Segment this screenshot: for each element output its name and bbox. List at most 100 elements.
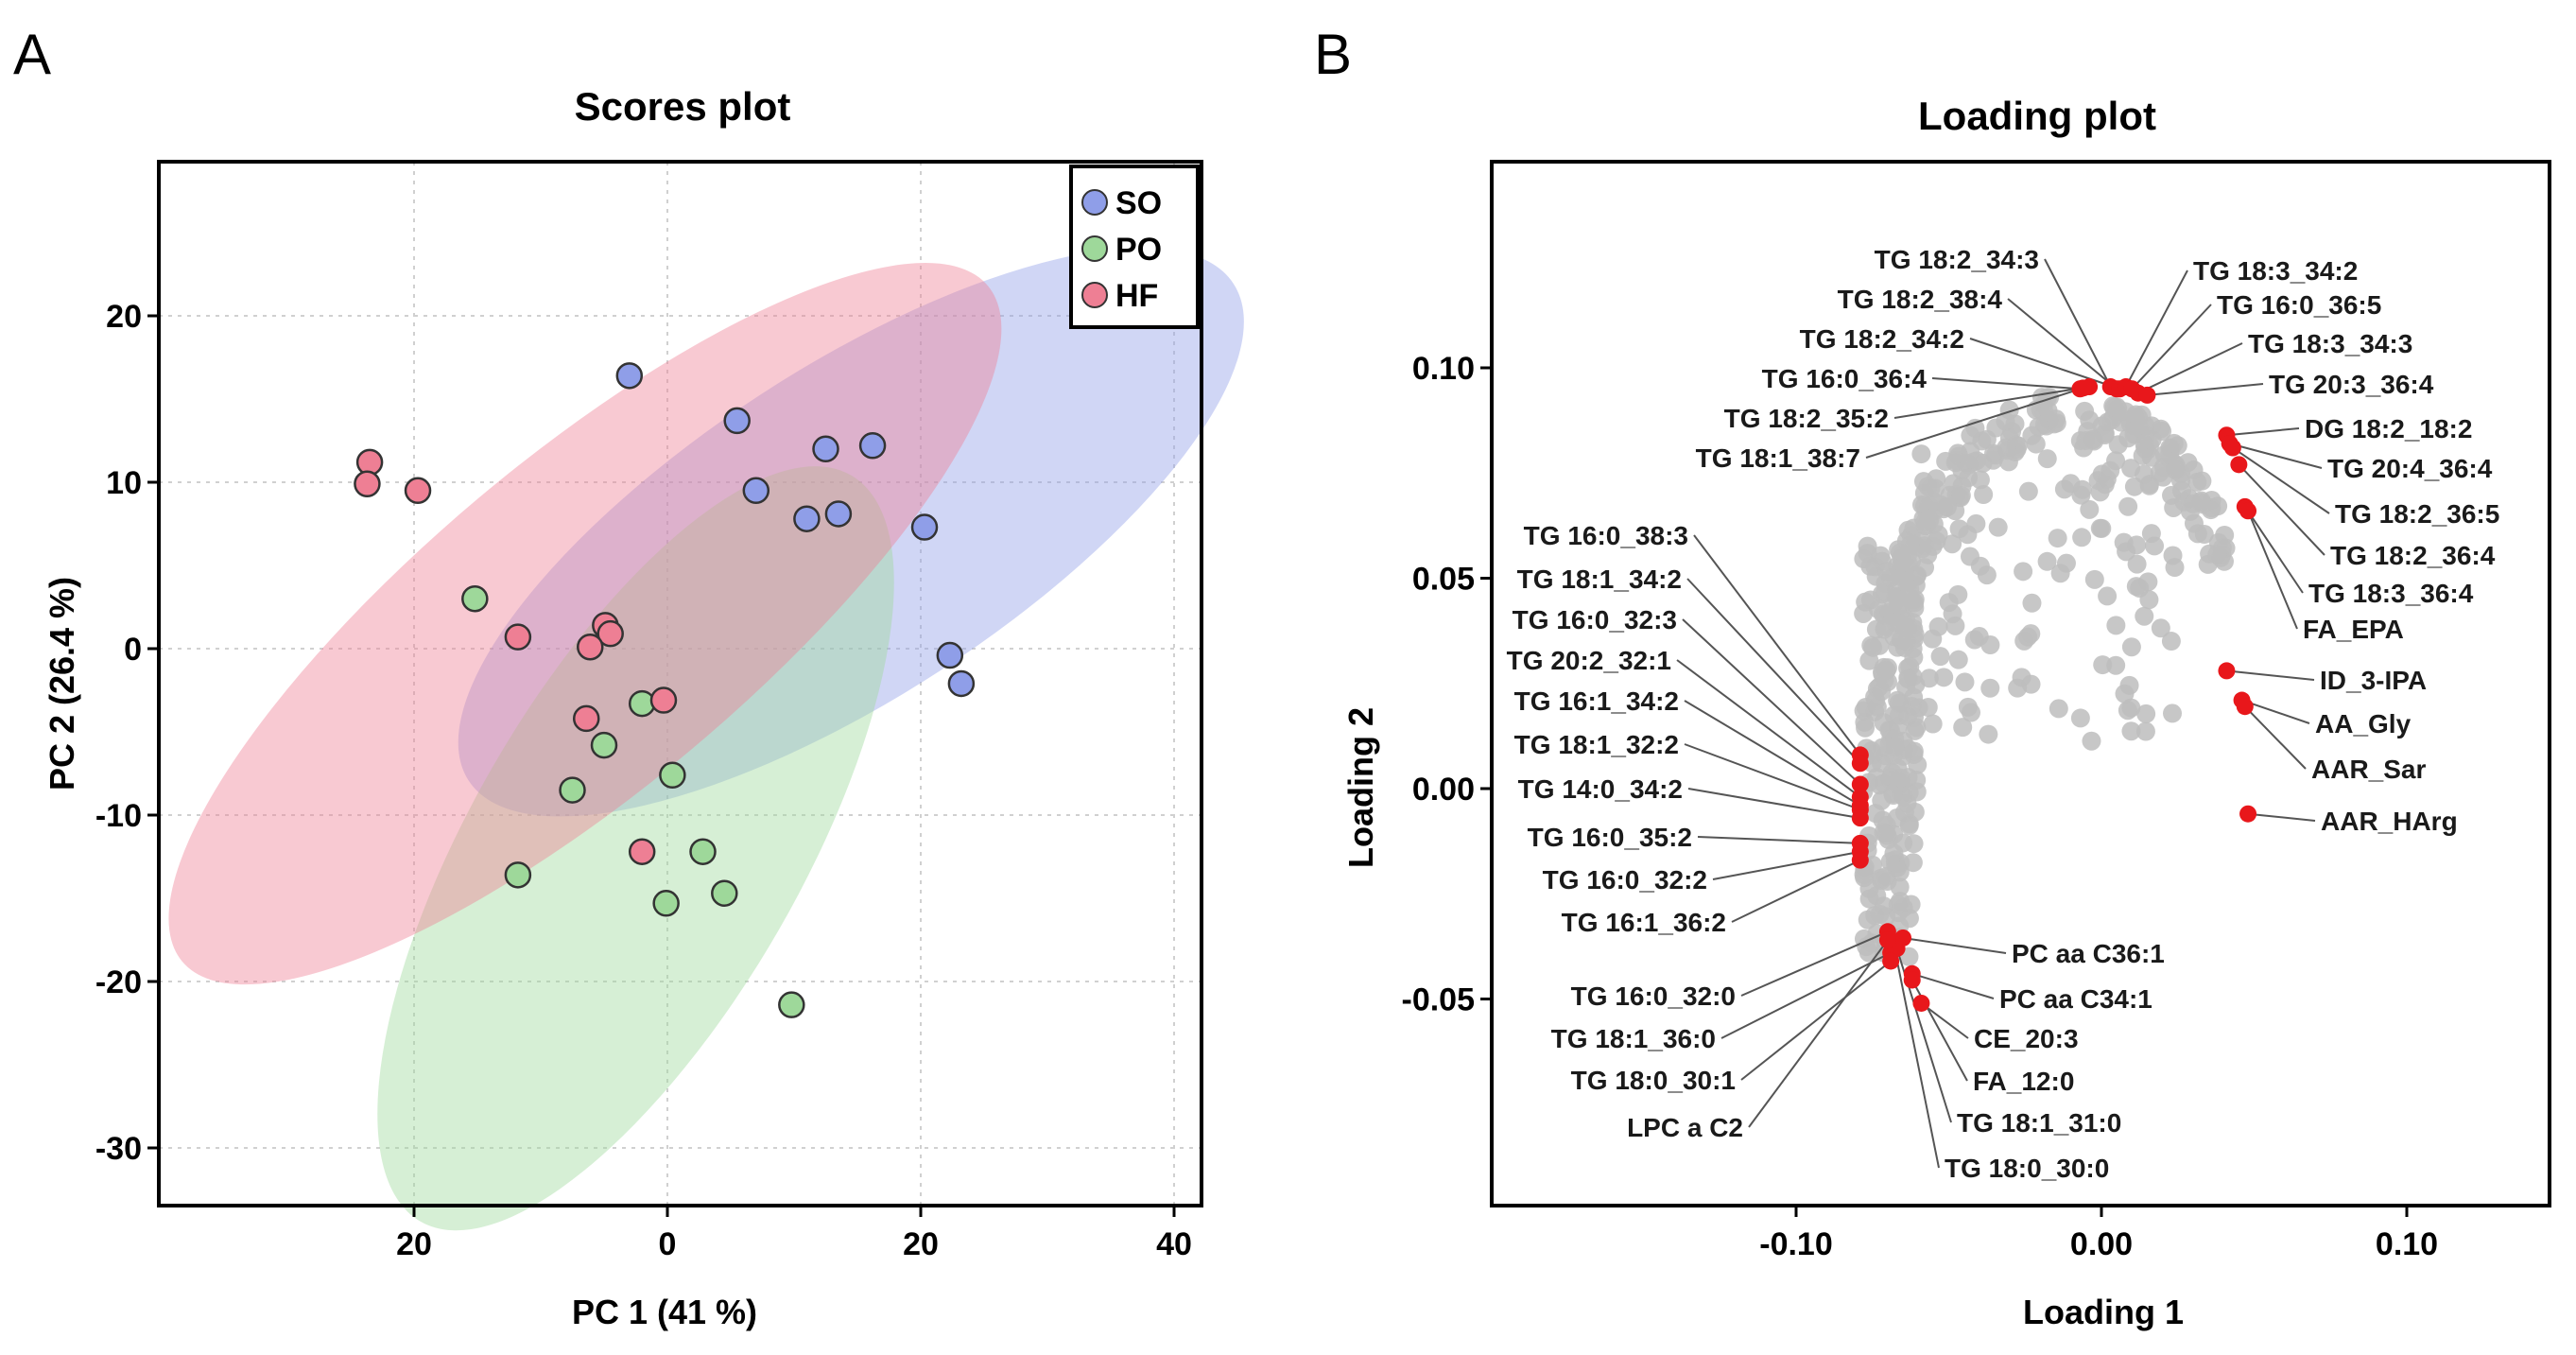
- leader-line: [1697, 836, 1860, 844]
- leader-line: [1740, 930, 1889, 997]
- loading-y-tick-label: 0.00: [1412, 772, 1475, 808]
- scores-plot-title: Scores plot: [575, 84, 791, 129]
- loading-gray-point: [1948, 584, 1968, 604]
- confidence-ellipse-hf: [168, 263, 1002, 985]
- loading-gray-point: [2037, 449, 2057, 469]
- scores-x-tick-label: 20: [903, 1226, 939, 1262]
- loading-point-label: AA_Gly: [2315, 709, 2412, 738]
- loading-gray-point: [2135, 464, 2154, 484]
- loading-gray-point: [1883, 784, 1903, 804]
- loading-gray-point: [2075, 401, 2095, 421]
- leader-line: [1712, 850, 1861, 880]
- loading-point-label: TG 18:0_30:1: [1571, 1066, 1736, 1095]
- loading-y-ticks: 0.10 0.05 0.00 -0.05: [1402, 351, 1492, 1018]
- loading-gray-point: [2008, 678, 2028, 698]
- loading-gray-point: [2029, 417, 2049, 437]
- loading-point-label: TG 18:3_34:2: [2193, 256, 2358, 286]
- scores-plot-frame: [157, 160, 1203, 1207]
- loading-point-label: TG 18:1_32:2: [1514, 730, 1679, 759]
- loading-background-points: [1854, 388, 2236, 966]
- loading-gray-point: [1985, 445, 2005, 465]
- loading-gray-point: [1898, 617, 1918, 637]
- loading-point-label: TG 20:3_36:4: [2269, 370, 2434, 399]
- leader-line: [2229, 443, 2323, 469]
- loading-point-label: TG 18:2_38:4: [1838, 285, 2003, 314]
- loading-gray-point: [2018, 481, 2038, 501]
- loading-gray-point: [2208, 532, 2228, 552]
- loading-highlight-point: [1851, 851, 1869, 869]
- loading-gray-point: [2135, 606, 2154, 626]
- loading-gray-point: [1928, 617, 1948, 636]
- loading-gray-point: [2151, 618, 2170, 638]
- loading-x-tick-label: 0.00: [2070, 1226, 2133, 1262]
- loading-point-label: PC aa C34:1: [1999, 984, 2152, 1014]
- scores-y-tick-label: 20: [106, 299, 142, 335]
- loading-gray-point: [1872, 682, 1892, 702]
- loading-x-tick-label: 0.10: [2376, 1226, 2438, 1262]
- loading-plot-frame: [1490, 160, 2551, 1207]
- loading-point-label: ID_3-IPA: [2320, 666, 2427, 695]
- loading-gray-point: [1930, 647, 1950, 667]
- loading-gray-point: [2082, 731, 2101, 751]
- loading-gray-point: [1962, 703, 1981, 722]
- score-point-so: [742, 477, 770, 505]
- panel-letter-b: B: [1314, 23, 1352, 86]
- loading-gray-point: [2141, 524, 2161, 544]
- loading-gray-point: [1900, 579, 1920, 599]
- leader-line: [2247, 510, 2298, 630]
- leader-line: [1720, 951, 1892, 1039]
- loading-gray-point: [1979, 724, 1998, 744]
- loading-gray-point: [1937, 496, 1957, 516]
- score-point-so: [858, 432, 887, 460]
- score-point-so: [824, 500, 853, 528]
- loading-gray-point: [2084, 569, 2104, 589]
- leader-line: [1902, 936, 2007, 954]
- loading-gray-point: [2139, 590, 2159, 610]
- loading-point-label: DG 18:2_18:2: [2305, 414, 2472, 443]
- scores-x-tick-label: 40: [1156, 1226, 1192, 1262]
- loading-gray-point: [1955, 672, 1975, 692]
- scores-y-tick-label: -10: [95, 798, 142, 834]
- loading-point-label: TG 14:0_34:2: [1518, 774, 1683, 804]
- legend-marker-po: [1081, 235, 1108, 262]
- leader-line: [1748, 939, 1889, 1128]
- loading-point-label: TG 16:1_36:2: [1562, 908, 1726, 937]
- loading-gray-point: [1863, 744, 1883, 764]
- scores-points: [354, 362, 976, 1018]
- scores-x-axis-label: PC 1 (41 %): [572, 1293, 757, 1331]
- leader-line: [1676, 659, 1861, 798]
- scores-gridlines: [159, 162, 1202, 1206]
- loading-gray-point: [2048, 529, 2067, 548]
- loading-gray-point: [1900, 535, 1920, 555]
- loading-gray-point: [2092, 518, 2112, 538]
- legend-marker-so: [1081, 189, 1108, 216]
- loading-gray-point: [2056, 553, 2076, 573]
- loading-point-label: TG 16:0_32:3: [1513, 605, 1677, 634]
- loading-highlight-point: [2239, 502, 2257, 520]
- loading-gray-point: [2121, 698, 2141, 718]
- loading-gray-point: [1889, 595, 1909, 615]
- loading-point-label: TG 16:0_36:5: [2217, 290, 2381, 320]
- loading-highlight-point: [2236, 698, 2254, 716]
- leader-line: [1893, 386, 2090, 419]
- leader-line: [1740, 960, 1892, 1081]
- loading-x-tick-label: -0.10: [1759, 1226, 1833, 1262]
- loading-gray-point: [2049, 699, 2068, 719]
- loading-gray-point: [2080, 499, 2100, 519]
- score-point-po: [659, 761, 686, 790]
- loading-gray-point: [1949, 519, 1969, 539]
- loading-gray-point: [1945, 616, 1965, 635]
- scores-y-tick-label: 0: [124, 632, 142, 668]
- leader-line: [1731, 859, 1861, 923]
- score-point-so: [793, 505, 821, 532]
- leader-line: [2131, 304, 2212, 390]
- loading-y-tick-label: -0.05: [1402, 982, 1476, 1018]
- loading-gray-point: [1980, 635, 2000, 655]
- loading-gray-point: [2078, 422, 2098, 442]
- loading-point-label: TG 18:1_31:0: [1957, 1108, 2121, 1138]
- loading-gray-point: [1919, 509, 1939, 529]
- legend-label-po: PO: [1115, 232, 1162, 268]
- loading-gray-point: [2098, 586, 2118, 606]
- score-point-po: [778, 991, 805, 1018]
- loading-highlight-point: [1882, 952, 1900, 970]
